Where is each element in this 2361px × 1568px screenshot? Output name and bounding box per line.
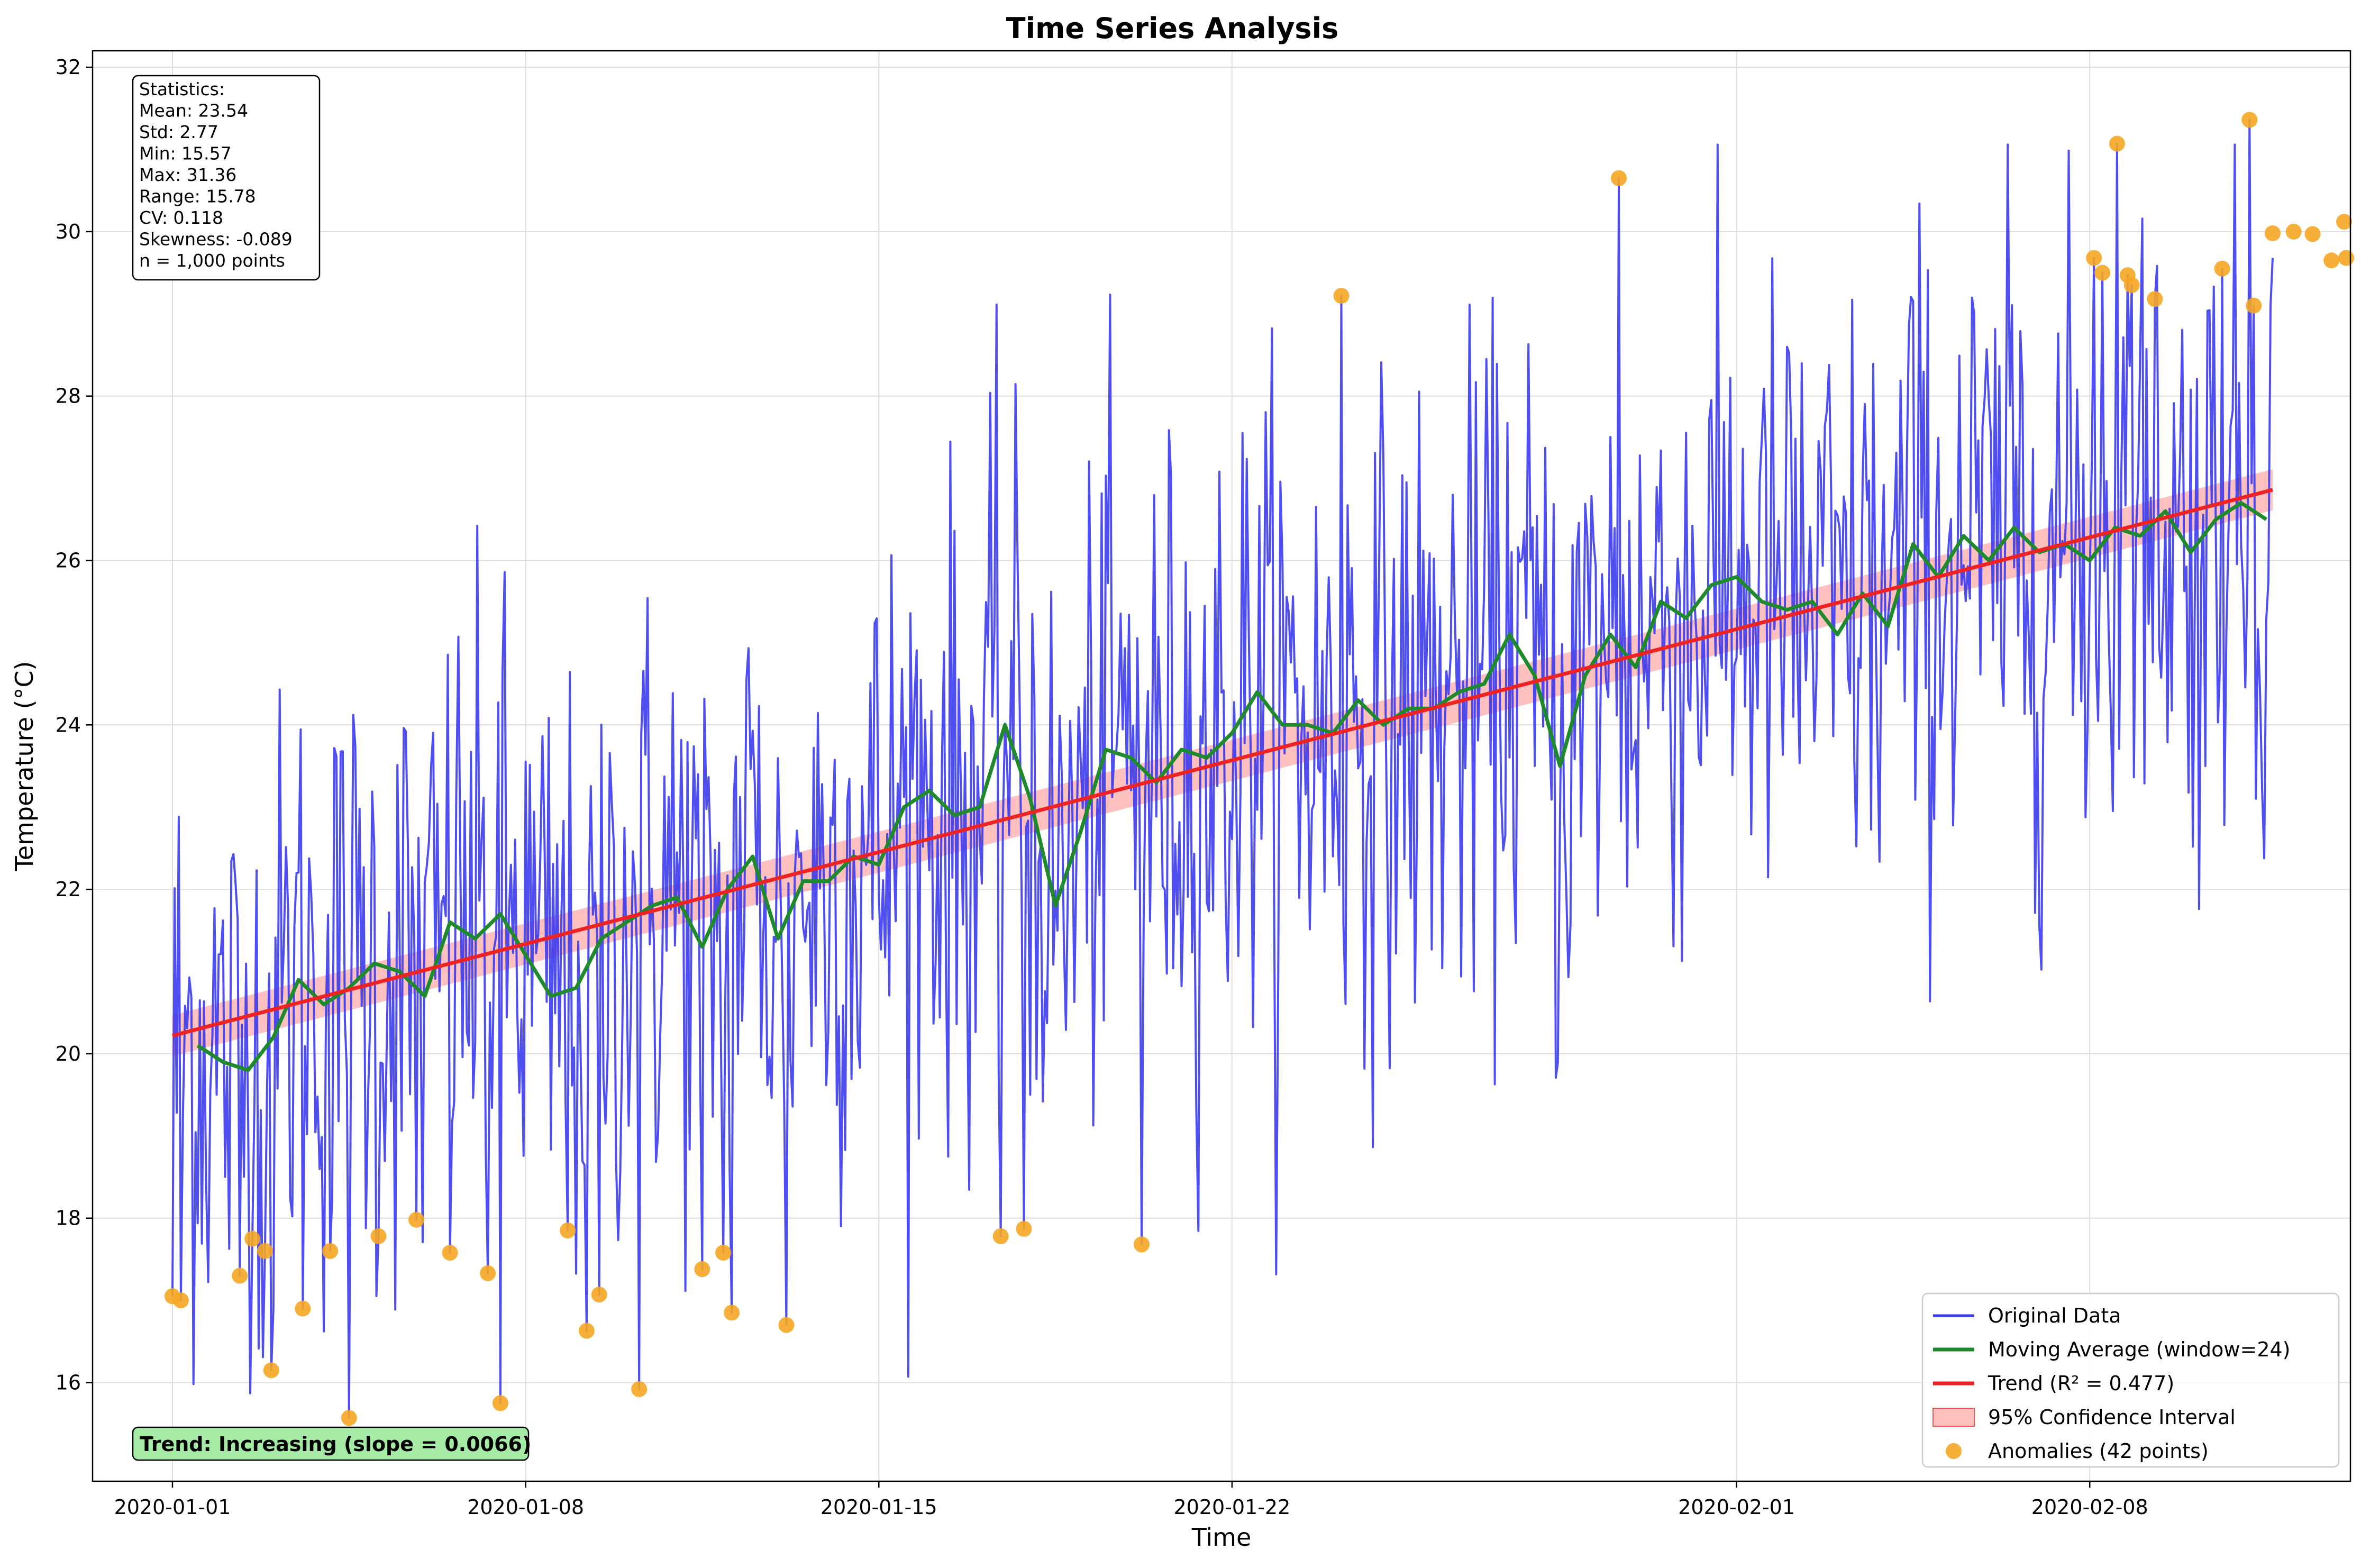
x-tick-label: 2020-01-01 [114, 1496, 231, 1519]
anomaly-point [442, 1245, 458, 1261]
anomaly-point [1333, 288, 1350, 304]
anomaly-point [2338, 250, 2355, 266]
anomaly-point [2304, 226, 2321, 242]
legend-swatch-confidence [1932, 1408, 1975, 1427]
anomaly-point [724, 1305, 740, 1321]
anomaly-point [591, 1287, 607, 1303]
plot-frame [92, 50, 2351, 1482]
chart-title: Time Series Analysis [1006, 12, 1338, 45]
anomaly-point [2214, 260, 2230, 277]
y-tick-label: 20 [56, 1042, 81, 1065]
y-axis-title: Temperature (°C) [10, 661, 39, 871]
anomaly-point [2086, 250, 2102, 266]
anomaly-point [1134, 1236, 1150, 1253]
anomaly-point [295, 1300, 311, 1317]
moving-average-series [196, 501, 2267, 1072]
anomaly-points [165, 112, 2355, 1426]
anomaly-point [492, 1395, 508, 1411]
anomaly-point [2336, 214, 2353, 230]
anomaly-point [2123, 277, 2140, 293]
trend-series [172, 488, 2273, 1038]
legend-swatch-anomaly [1946, 1443, 1962, 1459]
anomaly-point [2246, 297, 2262, 314]
y-tick-label: 32 [56, 56, 81, 79]
anomaly-point [257, 1243, 273, 1259]
anomaly-point [1611, 170, 1627, 186]
moving-average-line [196, 501, 2267, 1072]
legend-label: Anomalies (42 points) [1988, 1439, 2209, 1463]
x-tick-label: 2020-01-08 [467, 1496, 584, 1519]
trend-line [172, 488, 2273, 1038]
x-axis-title: Time [1191, 1523, 1252, 1552]
y-tick-label: 28 [56, 385, 81, 408]
legend: Original Data Moving Average (window=24) T… [1921, 1292, 2340, 1468]
anomaly-point [2094, 265, 2111, 281]
y-tick-label: 16 [56, 1371, 81, 1394]
statistics-box-frame [132, 75, 321, 281]
anomaly-point [578, 1323, 595, 1339]
y-tick-label: 30 [56, 220, 81, 243]
x-axis-ticks: 2020-01-01 2020-01-08 2020-01-15 2020-01-22… [114, 1481, 2148, 1519]
y-axis-ticks: 16 18 20 22 24 26 28 30 32 [56, 56, 93, 1394]
statistics-line: Skewness: -0.089 [139, 229, 293, 250]
trend-label-box: Trend: Increasing (slope = 0.0066) [132, 1426, 531, 1461]
anomaly-point [370, 1228, 387, 1244]
anomaly-point [480, 1265, 496, 1281]
anomaly-point [631, 1381, 648, 1397]
y-tick-label: 18 [56, 1207, 81, 1230]
anomaly-point [2241, 112, 2258, 128]
original-data-series [171, 118, 2274, 1419]
legend-label: Moving Average (window=24) [1988, 1338, 2291, 1361]
statistics-line: n = 1,000 points [139, 250, 285, 271]
anomaly-point [2323, 252, 2340, 269]
statistics-line: Range: 15.78 [139, 186, 256, 207]
anomaly-point [172, 1292, 189, 1309]
anomaly-point [232, 1268, 248, 1284]
anomaly-point [1016, 1220, 1032, 1237]
legend-label: Trend (R² = 0.477) [1988, 1372, 2174, 1395]
anomaly-point [992, 1228, 1009, 1244]
anomaly-point [560, 1223, 576, 1238]
anomaly-point [341, 1410, 357, 1426]
x-tick-label: 2020-02-01 [1678, 1496, 1795, 1519]
x-tick-label: 2020-02-08 [2031, 1496, 2148, 1519]
anomaly-point [263, 1362, 279, 1379]
y-tick-label: 26 [56, 549, 81, 572]
statistics-line: Statistics: [139, 79, 225, 99]
statistics-line: Std: 2.77 [139, 122, 218, 142]
statistics-line: Min: 15.57 [139, 143, 232, 164]
statistics-line: CV: 0.118 [139, 207, 223, 228]
legend-label: 95% Confidence Interval [1988, 1406, 2236, 1429]
y-tick-label: 22 [56, 878, 81, 901]
anomaly-point [244, 1230, 260, 1247]
statistics-line: Max: 31.36 [139, 165, 236, 185]
legend-frame [1921, 1292, 2340, 1468]
x-tick-label: 2020-01-22 [1173, 1496, 1290, 1519]
anomaly-point [322, 1243, 339, 1259]
trend-label: Trend: Increasing (slope = 0.0066) [140, 1433, 531, 1456]
anomaly-point [694, 1261, 710, 1278]
legend-label: Original Data [1988, 1304, 2121, 1327]
anomaly-point [2265, 225, 2281, 241]
y-tick-label: 24 [56, 713, 81, 736]
anomaly-point [2109, 135, 2125, 152]
anomaly-point [2147, 291, 2163, 307]
anomaly-point [408, 1211, 424, 1228]
original-data-line [171, 118, 2274, 1419]
anomaly-point [2285, 223, 2302, 240]
statistics-line: Mean: 23.54 [139, 101, 248, 121]
trend-label-frame [132, 1426, 530, 1461]
anomaly-point [715, 1245, 732, 1261]
x-tick-label: 2020-01-15 [821, 1496, 937, 1519]
anomaly-point [778, 1317, 795, 1333]
